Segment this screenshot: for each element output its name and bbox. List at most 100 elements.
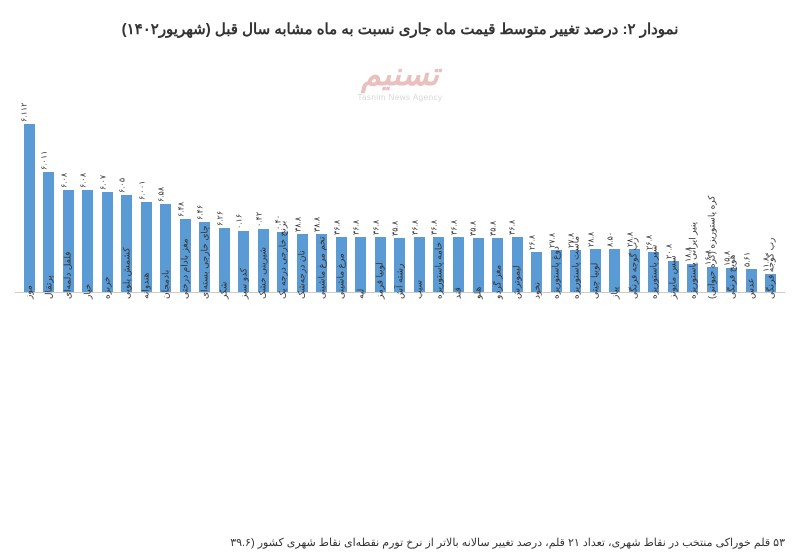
x-label-text: شکر	[219, 282, 230, 299]
x-label-text: لوبیا قرمز	[375, 262, 386, 299]
x-label-item: پیاز	[605, 295, 624, 445]
bar	[82, 190, 93, 292]
x-label-item: هلو	[469, 295, 488, 445]
x-label-text: لپه	[355, 289, 366, 299]
bar-value-label: ۶.۵۸	[157, 187, 166, 202]
bar-value-label: ۶.۴۸	[176, 202, 185, 217]
x-label-item: پنیر ایرانی پاستوریزه	[683, 295, 702, 445]
bar-value-label: ۳۵.۸	[469, 221, 478, 236]
bar-value-label: ۳۶.۸	[410, 220, 419, 235]
x-label-text: تخم مرغ ماشینی	[316, 237, 327, 300]
x-label-text: لوبیا چیتی	[590, 263, 601, 299]
x-label-item: دوغ پاستوریزه	[547, 295, 566, 445]
bar-value-label: ۶.۱۱۲	[20, 103, 29, 122]
x-label-item: لوبیا چیتی	[586, 295, 605, 445]
bar-value-label: ۳۸.۸	[293, 217, 302, 232]
x-label-item: شیرینی خشک	[254, 295, 273, 445]
x-label-item: برنج خارجی درجه یک	[274, 295, 293, 445]
x-label-item: کشمش پلویی	[117, 295, 136, 445]
x-label-text: هویج فرنگی	[726, 255, 737, 299]
bar	[355, 237, 366, 292]
x-label-item: لپه	[352, 295, 371, 445]
bar-value-label: ۶.۰۸	[59, 173, 68, 188]
x-label-item: سس مایونز	[664, 295, 683, 445]
x-label-text: هندوانه	[141, 273, 152, 299]
x-label-text: هلو	[473, 287, 484, 299]
x-label-text: رب گوجه فرنگی	[629, 238, 640, 299]
bar-value-label: ۳۶.۸	[352, 220, 361, 235]
bar-value-label: ۶.۲۶	[215, 211, 224, 226]
bar-value-label: ۳۵.۸	[489, 221, 498, 236]
bar-group: ۸.۵۰	[605, 249, 624, 292]
x-label-text: قند	[453, 287, 464, 299]
chart-container: نمودار ۲: درصد تغییر متوسط قیمت ماه جاری…	[0, 0, 800, 445]
x-label-item: لیموترش	[508, 295, 527, 445]
bar-group: ۶.۱۱۲	[20, 124, 39, 292]
x-label-text: دوغ پاستوریزه	[551, 246, 562, 299]
bar-group: ۶.۰۱۱	[39, 172, 58, 292]
x-label-text: برنج خارجی درجه یک	[277, 221, 288, 299]
bar	[453, 237, 464, 292]
x-label-text: مرغ ماشینی	[336, 253, 347, 299]
x-label-item: خامه پاستوریزه	[430, 295, 449, 445]
x-label-item: نان درجه‌شک	[293, 295, 312, 445]
bar	[473, 238, 484, 292]
x-label-text: شیر پاستوریزه	[648, 245, 659, 299]
bar-value-label: ۳۸.۸	[313, 217, 322, 232]
chart-title: نمودار ۲: درصد تغییر متوسط قیمت ماه جاری…	[15, 20, 785, 38]
x-label-text: کدو سبز	[238, 268, 249, 299]
x-label-item: رشته آش	[391, 295, 410, 445]
x-label-item: چای خارجی بسته‌ای	[196, 295, 215, 445]
x-label-item: هویج فرنگی	[722, 295, 741, 445]
x-label-text: عدس	[746, 278, 757, 299]
x-label-item: نخود	[527, 295, 546, 445]
x-label-item: رب گوجه فرنگی	[761, 295, 780, 445]
bar-value-label: ۳۶.۸	[430, 220, 439, 235]
bar-value-label: ۶.۰۱۱	[40, 151, 49, 170]
bar-value-label: ۶.۴۶	[196, 205, 205, 220]
bar-group: ۳۵.۸	[469, 238, 488, 292]
x-label-text: خربزه	[102, 276, 113, 299]
x-label-item: مغز بادام درختی	[176, 295, 195, 445]
x-label-text: نان درجه‌شک	[297, 250, 308, 299]
bar-value-label: ۳۶.۸	[508, 220, 517, 235]
x-label-item: رب گوجه فرنگی	[625, 295, 644, 445]
x-label-item: قند	[449, 295, 468, 445]
x-label-text: پنیر ایرانی پاستوریزه	[687, 222, 698, 299]
bar-group: ۳۶.۸	[352, 237, 371, 292]
x-label-text: لیموترش	[512, 265, 523, 299]
bar-value-label: ۳۶.۸	[332, 220, 341, 235]
x-label-text: فلفل دلمه‌ای	[63, 252, 74, 299]
bar	[609, 249, 620, 292]
x-label-text: موز	[24, 285, 35, 299]
bar-value-label: ۶.۰۵	[118, 177, 127, 192]
x-label-text: مغز بادام درختی	[180, 238, 191, 299]
x-label-item: کره پاستوریزه (کره حیوانی)	[703, 295, 722, 445]
x-label-item: خیار	[78, 295, 97, 445]
x-label-text: پرتقال	[43, 275, 54, 299]
x-label-item: پرتقال	[39, 295, 58, 445]
x-label-item: شیر پاستوریزه	[644, 295, 663, 445]
bar-value-label: ۶.۰۰۱	[137, 181, 146, 200]
x-axis-labels: رب گوجه فرنگیعدسهویج فرنگیکره پاستوریزه …	[15, 295, 785, 445]
footer-note: ۵۳ قلم خوراکی منتخب در نقاط شهری، تعداد …	[15, 536, 785, 549]
x-label-text: مغز گردو	[492, 265, 503, 299]
bar-value-label: ۲۶.۸	[528, 235, 537, 250]
x-label-text: ماست پاستوریزه	[570, 236, 581, 299]
x-label-text: خامه پاستوریزه	[433, 242, 444, 299]
bar	[43, 172, 54, 292]
bar-value-label: ۲۸.۸	[586, 232, 595, 247]
bar-value-label: ۶.۰۷	[98, 174, 107, 189]
x-label-item: موز	[20, 295, 39, 445]
x-label-item: بادمجان	[157, 295, 176, 445]
bar-value-label: ۵.۶۱	[742, 251, 751, 266]
x-label-text: کره پاستوریزه (کره حیوانی)	[707, 195, 718, 299]
x-label-text: سس مایونز	[668, 255, 679, 299]
x-label-text: پیاز	[609, 287, 620, 299]
bar	[24, 124, 35, 292]
x-label-text: سیب	[414, 280, 425, 299]
bar-group: ۳۶.۸	[449, 237, 468, 292]
x-label-text: نخود	[531, 282, 542, 299]
x-label-item: مغز گردو	[488, 295, 507, 445]
x-label-text: شیرینی خشک	[258, 247, 269, 299]
